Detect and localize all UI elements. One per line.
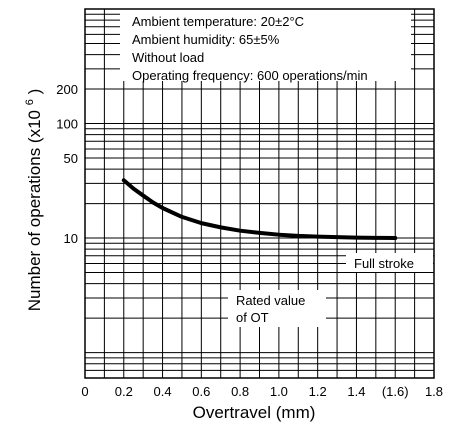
conditions-box-mask — [120, 9, 411, 81]
y-tick-label: 50 — [64, 151, 78, 166]
y-axis-label-close: ) — [25, 89, 44, 95]
x-tick-label: 1.8 — [425, 384, 443, 399]
y-tick-label: 100 — [56, 117, 78, 132]
x-tick-label: 1.2 — [309, 384, 327, 399]
condition-temperature: Ambient temperature: 20±2°C — [132, 14, 304, 29]
x-tick-labels: 0 0.2 0.4 0.6 0.8 1.0 1.2 1.4 (1.6) 1.8 — [81, 384, 443, 399]
rated-value-label-line1: Rated value — [236, 293, 305, 308]
plot-border — [84, 8, 435, 379]
annotations: Ambient temperature: 20±2°C Ambient humi… — [120, 9, 433, 327]
x-tick-label: 0 — [81, 384, 88, 399]
y-axis-label-exponent: 6 — [24, 99, 36, 105]
x-tick-label: 0.2 — [115, 384, 133, 399]
condition-load: Without load — [132, 50, 204, 65]
condition-humidity: Ambient humidity: 65±5% — [132, 32, 280, 47]
rated-value-label-line2: of OT — [236, 310, 269, 325]
x-tick-label: 0.4 — [154, 384, 172, 399]
y-axis-label: Number of operations (x10 6 ) — [18, 89, 44, 312]
x-tick-label: 1.0 — [270, 384, 288, 399]
x-axis-label: Overtravel (mm) — [193, 403, 316, 422]
plot-frame — [84, 8, 435, 379]
rated-value-label-mask — [228, 290, 326, 327]
full-stroke-label: Full stroke — [354, 256, 414, 271]
x-tick-label: 0.6 — [192, 384, 210, 399]
y-tick-labels: 10 50 100 200 — [56, 82, 78, 246]
x-tick-label: (1.6) — [382, 384, 409, 399]
y-tick-label: 10 — [64, 231, 78, 246]
y-axis-label-unit: (x10 — [25, 110, 44, 143]
condition-frequency: Operating frequency: 600 operations/min — [132, 68, 368, 83]
y-axis-label-text: Number of operations — [25, 148, 44, 311]
y-tick-label: 200 — [56, 82, 78, 97]
x-tick-label: 1.4 — [347, 384, 365, 399]
series-line — [121, 178, 398, 241]
full-stroke-label-mask — [346, 253, 433, 272]
life-curve — [121, 178, 398, 241]
x-tick-label: 0.8 — [231, 384, 249, 399]
